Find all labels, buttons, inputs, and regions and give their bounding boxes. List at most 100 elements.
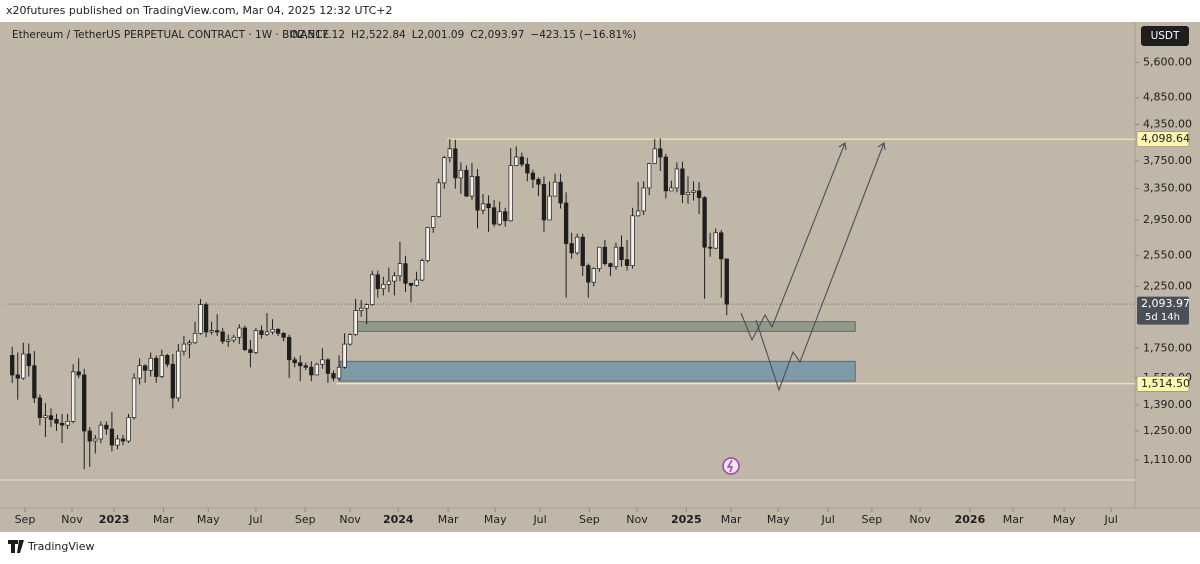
- y-tick-label: 3,750.00: [1143, 154, 1192, 167]
- x-tick-label: Nov: [909, 513, 931, 526]
- y-tick-label: 1,110.00: [1143, 453, 1192, 466]
- candle-body: [325, 359, 331, 374]
- countdown-label: 5d 14h: [1145, 312, 1180, 323]
- candle-body: [552, 181, 558, 197]
- candle-body: [497, 211, 502, 225]
- currency-button[interactable]: [1141, 26, 1189, 46]
- x-tick-label: Sep: [579, 513, 600, 526]
- event-icon[interactable]: [722, 457, 740, 475]
- x-tick-label: Sep: [15, 513, 36, 526]
- candle-body: [70, 371, 76, 422]
- ohlc-value: O2,517.12: [290, 29, 345, 41]
- candle-body: [154, 357, 159, 377]
- candle-body: [48, 415, 54, 420]
- candle-body: [458, 169, 464, 179]
- candle-body: [647, 163, 652, 189]
- candle-body: [226, 339, 231, 342]
- x-tick-label: Mar: [153, 513, 174, 526]
- x-tick-label: May: [197, 513, 220, 526]
- candle-body: [580, 236, 585, 266]
- candle-body: [336, 366, 342, 379]
- projection-path: [740, 142, 846, 342]
- candle-body: [137, 365, 142, 379]
- candle-body: [142, 365, 148, 371]
- arrow-head: [838, 142, 847, 151]
- candle-body: [181, 343, 187, 352]
- candle-body: [541, 183, 547, 221]
- candle-body: [54, 419, 59, 424]
- candle-body: [536, 178, 541, 185]
- y-tick-label: 1,250.00: [1143, 424, 1192, 437]
- x-tick-label: Sep: [862, 513, 883, 526]
- candle-body: [237, 327, 242, 338]
- y-tick-label: 4,350.00: [1143, 117, 1192, 130]
- projection-path: [755, 142, 885, 392]
- candle-body: [508, 165, 513, 222]
- y-tick-label: 1,390.00: [1143, 398, 1192, 411]
- publish-header: x20futures published on TradingView.com,…: [6, 4, 393, 17]
- candle-body: [37, 397, 43, 418]
- candle-body: [702, 197, 707, 248]
- candle-body: [575, 236, 580, 254]
- candle-body: [120, 438, 126, 442]
- change-value: −423.15 (−16.81%): [530, 29, 636, 41]
- y-tick-label: 4,850.00: [1143, 91, 1192, 104]
- candle-body: [658, 148, 663, 158]
- x-tick-label: Mar: [721, 513, 742, 526]
- price-label-box: [1136, 376, 1190, 392]
- candle-body: [525, 163, 530, 174]
- x-tick-label: Nov: [626, 513, 648, 526]
- candle-body: [187, 342, 192, 345]
- candle-body: [331, 373, 336, 379]
- candle-body: [10, 355, 15, 376]
- ohlc-value: C2,093.97: [470, 29, 524, 41]
- x-tick-label: May: [1053, 513, 1076, 526]
- candle-body: [87, 430, 92, 442]
- candle-body: [530, 172, 536, 180]
- y-tick-label: 1,750.00: [1143, 341, 1192, 354]
- candle-body: [663, 156, 668, 192]
- candle-body: [242, 327, 247, 351]
- candle-body: [724, 258, 729, 305]
- x-tick-label: May: [767, 513, 790, 526]
- candle-body: [569, 243, 574, 254]
- price-label: 1,514.50: [1141, 377, 1190, 390]
- x-tick-label: Sep: [295, 513, 316, 526]
- candle-body: [21, 353, 26, 379]
- candle-body: [696, 190, 702, 198]
- candle-body: [486, 203, 491, 209]
- y-tick-label: 2,250.00: [1143, 280, 1192, 293]
- candle-body: [275, 329, 281, 334]
- price-label-box: [1136, 131, 1190, 147]
- candle-body: [220, 331, 225, 342]
- candle-body: [425, 227, 430, 261]
- x-tick-label: 2025: [671, 513, 702, 526]
- candle-body: [503, 211, 508, 222]
- candle-body: [613, 246, 619, 267]
- candle-body: [298, 362, 303, 367]
- price-label: 2,093.97: [1141, 297, 1190, 310]
- ohlc-value: L2,001.09: [412, 29, 465, 41]
- x-tick-label: May: [484, 513, 507, 526]
- candle-body: [447, 148, 452, 159]
- zone: [339, 360, 856, 382]
- candle-body: [630, 215, 635, 266]
- candle-body: [192, 332, 198, 344]
- currency-label: USDT: [1151, 30, 1180, 42]
- candle-body: [364, 304, 369, 309]
- candle-body: [624, 259, 630, 266]
- y-tick-label: 3,350.00: [1143, 182, 1192, 195]
- event-icon-bolt: [726, 459, 734, 473]
- x-tick-label: Mar: [1003, 513, 1024, 526]
- candle-body: [359, 307, 364, 311]
- brand-logo: [8, 540, 24, 553]
- candle-body: [126, 417, 131, 442]
- plot: 5,600.00 4,850.00 4,350.00 3,750.00 3,350.00…: [5, 55, 1192, 526]
- ohlc-value: H2,522.84: [351, 29, 406, 41]
- candle-body: [674, 168, 680, 189]
- candle-body: [347, 334, 353, 345]
- candle-body: [270, 329, 275, 333]
- candle-body: [713, 232, 718, 249]
- candle-body: [475, 176, 480, 211]
- candle-body: [691, 190, 696, 193]
